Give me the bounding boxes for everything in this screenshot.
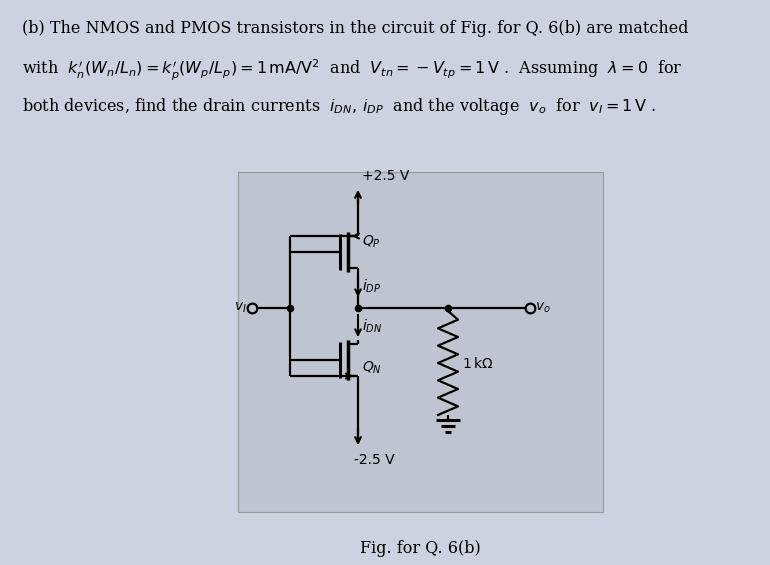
Text: both devices, find the drain currents  $i_{DN},\,i_{DP}$  and the voltage  $v_o$: both devices, find the drain currents $i… [22,96,656,117]
Text: $Q_N$: $Q_N$ [362,360,382,376]
Text: $v_o$: $v_o$ [535,301,551,315]
Text: -2.5 V: -2.5 V [354,453,394,467]
Text: $v_I$: $v_I$ [234,301,247,315]
Text: $i_{DN}$: $i_{DN}$ [362,318,383,334]
Text: $Q_P$: $Q_P$ [362,234,381,250]
Text: $1\,\mathrm{k\Omega}$: $1\,\mathrm{k\Omega}$ [462,355,494,371]
Bar [238,172,603,512]
Text: (b) The NMOS and PMOS transistors in the circuit of Fig. for Q. 6(b) are matched: (b) The NMOS and PMOS transistors in the… [22,20,688,37]
Text: $i_{DP}$: $i_{DP}$ [362,277,381,295]
Text: +2.5 V: +2.5 V [362,169,410,183]
Text: Fig. for Q. 6(b): Fig. for Q. 6(b) [360,540,480,557]
Text: with  $k_n'(W_n/L_n)=k_p'(W_p/L_p)=1\,\mathrm{mA/V^2}$  and  $V_{tn}=-V_{tp}=1\,: with $k_n'(W_n/L_n)=k_p'(W_p/L_p)=1\,\ma… [22,58,683,83]
